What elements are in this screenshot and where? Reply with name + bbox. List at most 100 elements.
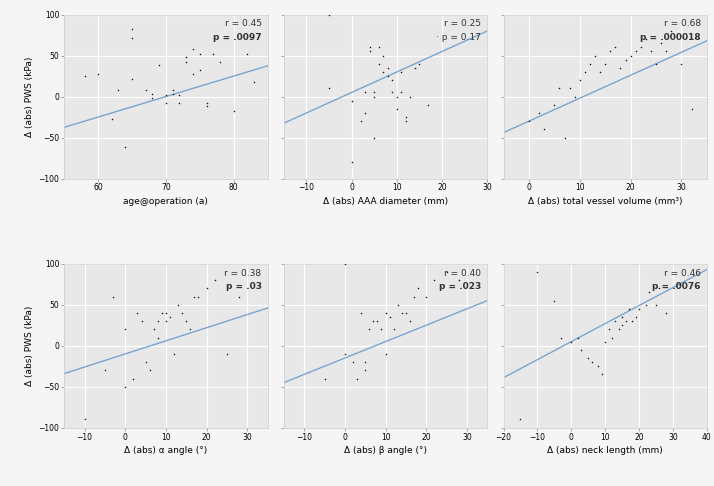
Point xyxy=(650,301,662,309)
X-axis label: Δ (abs) AAA diameter (mm): Δ (abs) AAA diameter (mm) xyxy=(323,196,448,206)
Point xyxy=(684,284,695,292)
Point xyxy=(372,317,383,325)
Point xyxy=(396,68,407,76)
Point xyxy=(548,297,560,305)
Point xyxy=(579,68,590,76)
Point xyxy=(79,416,90,423)
X-axis label: Δ (abs) total vessel volume (mm³): Δ (abs) total vessel volume (mm³) xyxy=(528,196,683,206)
Point xyxy=(620,317,631,325)
Point xyxy=(623,305,635,312)
Point xyxy=(360,358,371,366)
Point xyxy=(428,276,440,284)
Point xyxy=(586,358,598,366)
Point xyxy=(193,293,204,300)
Point xyxy=(152,317,164,325)
Point xyxy=(555,333,567,341)
Point xyxy=(351,375,363,382)
Point xyxy=(675,60,687,68)
Point xyxy=(423,101,434,109)
Point xyxy=(627,317,638,325)
Point xyxy=(441,268,452,276)
Point xyxy=(655,39,667,47)
Point xyxy=(319,375,331,382)
Point xyxy=(575,346,587,354)
Point xyxy=(181,58,192,66)
Point xyxy=(364,43,376,51)
Text: p = .0097: p = .0097 xyxy=(213,33,261,42)
Text: r = 0.25: r = 0.25 xyxy=(444,19,481,29)
X-axis label: Δ (abs) β angle (°): Δ (abs) β angle (°) xyxy=(344,446,427,455)
Point xyxy=(194,50,206,58)
Text: · p = 0.17: · p = 0.17 xyxy=(436,33,481,42)
Point xyxy=(409,64,421,72)
Point xyxy=(363,326,375,333)
X-axis label: Δ (abs) neck length (mm): Δ (abs) neck length (mm) xyxy=(548,446,663,455)
Point xyxy=(233,293,245,300)
Point xyxy=(368,88,380,96)
Point xyxy=(574,76,585,84)
Point xyxy=(360,109,371,117)
Point xyxy=(388,326,399,333)
Point xyxy=(368,134,380,141)
Point xyxy=(378,68,389,76)
Point xyxy=(643,289,655,296)
Point xyxy=(630,48,641,55)
Point xyxy=(323,85,335,92)
Point xyxy=(596,370,608,378)
Text: p = .03: p = .03 xyxy=(226,282,261,291)
Point xyxy=(148,326,159,333)
Point xyxy=(533,109,545,117)
Point xyxy=(376,326,387,333)
Point xyxy=(538,125,550,133)
Text: p = .023: p = .023 xyxy=(439,282,481,291)
Point xyxy=(616,321,628,329)
Point xyxy=(79,72,90,80)
Point xyxy=(174,99,185,107)
Point xyxy=(573,333,584,341)
X-axis label: Δ (abs) α angle (°): Δ (abs) α angle (°) xyxy=(124,446,208,455)
Point xyxy=(645,48,657,55)
Point xyxy=(360,88,371,96)
Point xyxy=(201,99,212,107)
Point xyxy=(140,358,151,366)
Text: r = 0.45: r = 0.45 xyxy=(224,19,261,29)
Point xyxy=(119,326,131,333)
Y-axis label: Δ (abs) PWS (kPa): Δ (abs) PWS (kPa) xyxy=(26,306,34,386)
Point xyxy=(515,416,526,423)
Point xyxy=(208,50,219,58)
Point xyxy=(167,86,178,94)
Point xyxy=(382,72,393,80)
Point xyxy=(391,93,403,101)
Point xyxy=(380,309,391,317)
Point xyxy=(606,333,618,341)
Point xyxy=(169,350,180,358)
Point xyxy=(421,293,432,300)
Point xyxy=(152,333,164,341)
Point xyxy=(248,78,260,86)
Point xyxy=(154,62,165,69)
Point xyxy=(654,284,665,292)
Point xyxy=(201,284,212,292)
Point xyxy=(136,317,147,325)
Point xyxy=(660,309,672,317)
Point xyxy=(392,301,403,309)
Point xyxy=(583,354,594,362)
Point xyxy=(635,43,646,51)
Point xyxy=(640,35,652,43)
Text: r = 0.40: r = 0.40 xyxy=(444,269,481,278)
Point xyxy=(119,383,131,391)
Point xyxy=(640,301,652,309)
Point xyxy=(532,268,543,276)
Point xyxy=(346,158,358,166)
Point xyxy=(160,99,171,107)
Point xyxy=(548,101,560,109)
Point xyxy=(181,317,192,325)
Point xyxy=(347,358,358,366)
Point xyxy=(107,293,119,300)
Point xyxy=(181,53,192,61)
Point xyxy=(167,90,178,98)
Point xyxy=(593,363,604,370)
Point xyxy=(126,75,138,83)
Point xyxy=(140,86,151,94)
Point xyxy=(620,56,631,64)
